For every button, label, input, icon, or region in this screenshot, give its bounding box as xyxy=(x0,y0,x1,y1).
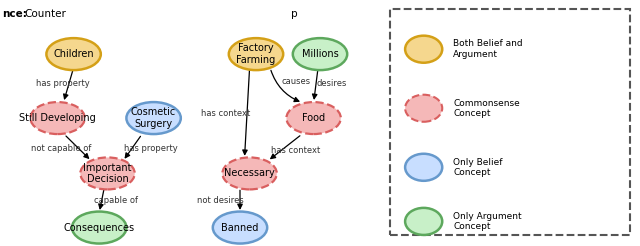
Ellipse shape xyxy=(30,102,85,134)
Text: Necessary: Necessary xyxy=(224,169,275,178)
Ellipse shape xyxy=(287,102,341,134)
Text: Commonsense
Concept: Commonsense Concept xyxy=(453,99,520,118)
Text: has context: has context xyxy=(201,109,250,118)
Text: desires: desires xyxy=(316,79,347,88)
Ellipse shape xyxy=(127,102,181,134)
Text: has property: has property xyxy=(36,79,90,88)
Text: Food: Food xyxy=(302,113,325,123)
Ellipse shape xyxy=(81,157,135,189)
Text: Both Belief and
Argument: Both Belief and Argument xyxy=(453,40,523,59)
Ellipse shape xyxy=(405,154,442,181)
Text: Important
Decision: Important Decision xyxy=(83,163,132,184)
Text: has context: has context xyxy=(271,146,320,154)
Text: p: p xyxy=(291,9,298,19)
Text: causes: causes xyxy=(281,77,310,86)
Text: not capable of: not capable of xyxy=(31,144,91,153)
Ellipse shape xyxy=(223,157,277,189)
Ellipse shape xyxy=(293,38,347,70)
Ellipse shape xyxy=(212,212,268,244)
Ellipse shape xyxy=(229,38,283,70)
Text: not desires: not desires xyxy=(197,196,244,205)
Text: Banned: Banned xyxy=(221,223,259,232)
Text: Cosmetic
Surgery: Cosmetic Surgery xyxy=(131,107,176,129)
Ellipse shape xyxy=(72,212,127,244)
Text: Counter: Counter xyxy=(24,9,66,19)
Text: Still Developing: Still Developing xyxy=(19,113,96,123)
Ellipse shape xyxy=(47,38,101,70)
Ellipse shape xyxy=(405,36,442,63)
Text: Only Belief
Concept: Only Belief Concept xyxy=(453,158,502,177)
Text: capable of: capable of xyxy=(95,196,138,205)
Text: Factory
Farming: Factory Farming xyxy=(236,43,276,65)
Text: Only Argument
Concept: Only Argument Concept xyxy=(453,212,522,231)
FancyBboxPatch shape xyxy=(390,9,630,235)
Text: Consequences: Consequences xyxy=(63,223,135,232)
Text: nce:: nce: xyxy=(3,9,28,19)
Ellipse shape xyxy=(405,208,442,235)
Text: has property: has property xyxy=(124,144,178,153)
Text: Millions: Millions xyxy=(301,49,339,59)
Text: Children: Children xyxy=(53,49,94,59)
Ellipse shape xyxy=(405,95,442,122)
